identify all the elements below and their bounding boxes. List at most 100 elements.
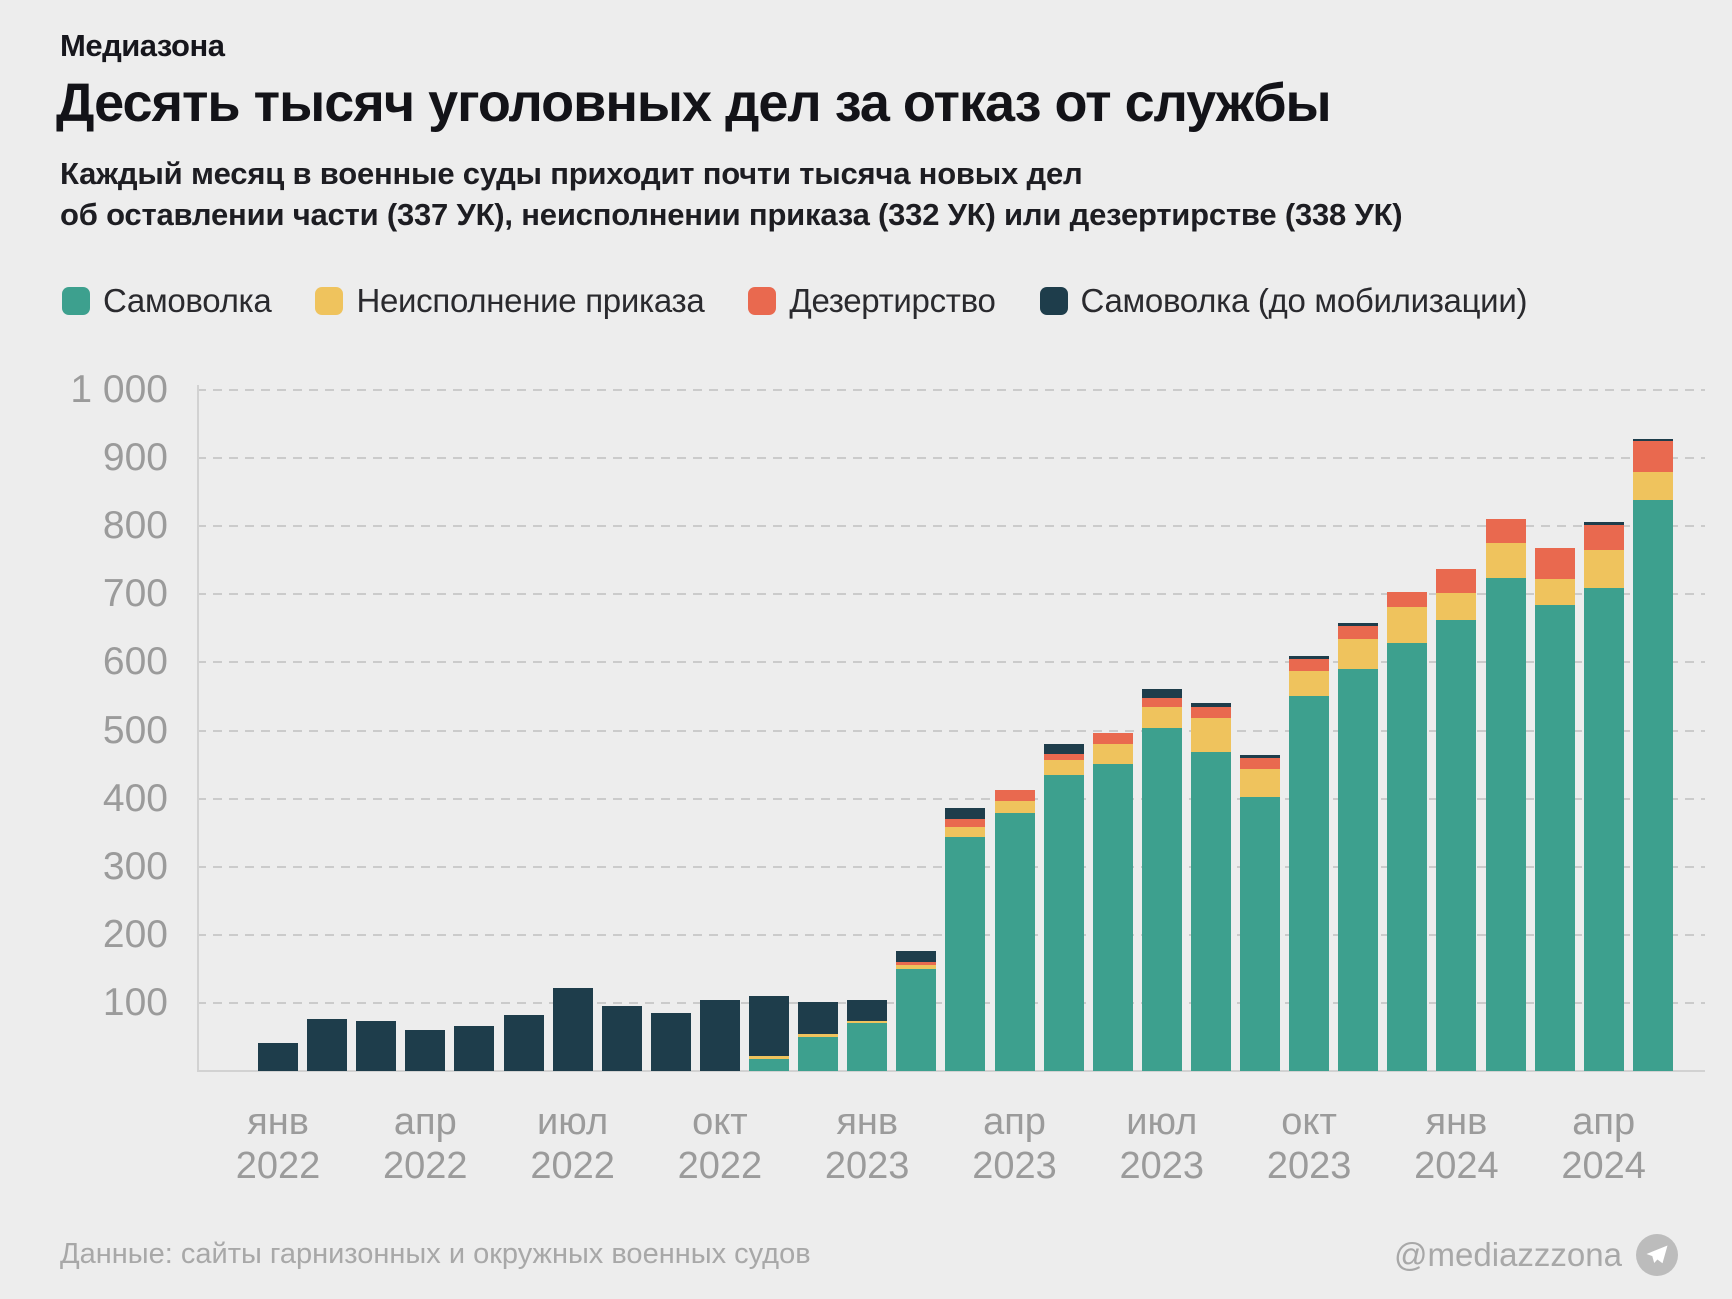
x-axis-tick-апр-2023: апр 2023 (972, 1101, 1057, 1187)
y-axis-tick-1000: 1 000 (70, 368, 168, 411)
legend-swatch-icon (315, 287, 344, 315)
bar-segment-neispolnenie (847, 1020, 888, 1024)
bar-май-2024 (1632, 438, 1673, 1071)
bar-segment-do_mobilizacii (1141, 689, 1182, 698)
bar-segment-do_mobilizacii (945, 808, 986, 820)
bar-segment-do_mobilizacii (798, 1001, 839, 1034)
bar-фев-2023 (896, 950, 937, 1071)
bar-апр-2023 (994, 789, 1035, 1071)
bar-segment-do_mobilizacii (699, 1000, 740, 1071)
bar-segment-dezertirstvo (994, 789, 1035, 801)
bar-segment-samovolka (1436, 619, 1477, 1071)
bar-segment-neispolnenie (1583, 549, 1624, 589)
bar-segment-neispolnenie (749, 1055, 789, 1059)
bar-segment-do_mobilizacii (847, 1000, 888, 1022)
bar-segment-do_mobilizacii (1289, 655, 1330, 659)
legend-item-neispolnenie: Неисполнение приказа (315, 282, 705, 320)
bar-мар-2022 (356, 1021, 397, 1071)
bar-segment-do_mobilizacii (307, 1018, 348, 1071)
gridline-500 (197, 729, 1705, 732)
y-axis-line (197, 385, 199, 1071)
bar-июл-2023 (1141, 689, 1182, 1071)
bar-segment-samovolka (896, 968, 937, 1071)
bar-segment-do_mobilizacii (356, 1021, 397, 1071)
bar-segment-do_mobilizacii (552, 988, 593, 1071)
bar-segment-neispolnenie (1092, 743, 1133, 764)
y-axis-tick-800: 800 (102, 504, 168, 548)
bar-segment-do_mobilizacii (749, 996, 789, 1057)
legend-swatch-icon (1039, 287, 1068, 315)
bar-segment-do_mobilizacii (1240, 755, 1280, 759)
bar-segment-samovolka (1338, 668, 1379, 1071)
bar-ноя-2022 (749, 996, 789, 1071)
bar-segment-samovolka (798, 1036, 839, 1071)
bar-июл-2022 (552, 988, 593, 1071)
bar-segment-do_mobilizacii (1338, 623, 1379, 627)
bar-segment-samovolka (1387, 642, 1428, 1071)
y-axis-tick-200: 200 (102, 912, 168, 956)
gridline-900 (197, 457, 1705, 460)
bar-segment-neispolnenie (994, 800, 1035, 813)
bar-дек-2022 (798, 1001, 839, 1071)
x-axis-tick-янв-2022: янв 2022 (235, 1101, 321, 1187)
bar-segment-samovolka (1190, 751, 1231, 1071)
bar-segment-dezertirstvo (1583, 524, 1624, 551)
bar-янв-2023 (847, 1000, 888, 1071)
bar-segment-do_mobilizacii (258, 1043, 298, 1071)
bar-апр-2024 (1583, 521, 1624, 1071)
bar-segment-samovolka (749, 1058, 789, 1071)
bar-segment-neispolnenie (1436, 592, 1477, 621)
bar-фев-2024 (1485, 518, 1526, 1071)
bar-авг-2023 (1190, 702, 1231, 1071)
bar-segment-do_mobilizacii (1583, 521, 1624, 525)
bar-segment-dezertirstvo (896, 961, 937, 965)
bar-segment-samovolka (1289, 695, 1330, 1071)
bar-segment-dezertirstvo (1436, 568, 1477, 593)
bar-segment-neispolnenie (1632, 471, 1673, 501)
bar-сен-2022 (650, 1012, 691, 1071)
bar-segment-neispolnenie (1534, 578, 1575, 605)
y-axis-tick-900: 900 (102, 436, 168, 480)
bar-segment-neispolnenie (896, 964, 937, 969)
bar-июн-2022 (503, 1015, 544, 1071)
bar-segment-neispolnenie (798, 1033, 839, 1037)
bar-segment-do_mobilizacii (1190, 702, 1231, 708)
bar-segment-neispolnenie (1043, 759, 1084, 776)
legend-item-do_mobilizacii: Самоволка (до мобилизации) (1039, 282, 1527, 320)
gridline-400 (197, 797, 1705, 800)
data-source-caption: Данные: сайты гарнизонных и окружных вое… (60, 1238, 811, 1270)
telegram-handle-link[interactable]: @mediazzzona (1394, 1234, 1678, 1276)
bar-янв-2022 (258, 1043, 298, 1071)
y-axis-tick-100: 100 (102, 980, 168, 1024)
bar-segment-do_mobilizacii (896, 950, 937, 963)
y-axis-tick-300: 300 (102, 844, 168, 888)
gridline-1000 (197, 389, 1705, 391)
legend-label: Дезертирство (789, 282, 996, 319)
bar-segment-samovolka (1632, 499, 1673, 1071)
y-axis-tick-700: 700 (102, 572, 168, 616)
bar-segment-do_mobilizacii (454, 1025, 495, 1071)
bar-сен-2023 (1240, 755, 1280, 1071)
gridline-700 (197, 593, 1705, 596)
legend-swatch-icon (748, 287, 777, 315)
bar-июн-2023 (1092, 733, 1133, 1071)
bar-segment-dezertirstvo (1043, 753, 1084, 760)
bar-янв-2024 (1436, 568, 1477, 1071)
bar-мар-2024 (1534, 548, 1575, 1071)
legend-swatch-icon (62, 287, 90, 315)
x-axis-tick-янв-2023: янв 2023 (824, 1101, 910, 1187)
legend-label: Самоволка (103, 282, 272, 319)
bar-segment-dezertirstvo (1338, 625, 1379, 639)
x-axis-baseline (197, 1070, 1705, 1072)
bar-segment-dezertirstvo (1141, 697, 1182, 707)
x-axis-tick-июл-2023: июл 2023 (1119, 1101, 1205, 1187)
legend-item-samovolka: Самоволка (62, 282, 272, 320)
y-axis-tick-600: 600 (102, 640, 168, 684)
bar-ноя-2023 (1338, 623, 1379, 1071)
bar-segment-do_mobilizacii (650, 1012, 691, 1071)
bar-segment-neispolnenie (1387, 606, 1428, 644)
bar-май-2023 (1043, 743, 1084, 1071)
y-axis-tick-400: 400 (102, 776, 168, 820)
bar-segment-samovolka (1240, 796, 1280, 1071)
x-axis-tick-июл-2022: июл 2022 (530, 1101, 615, 1187)
